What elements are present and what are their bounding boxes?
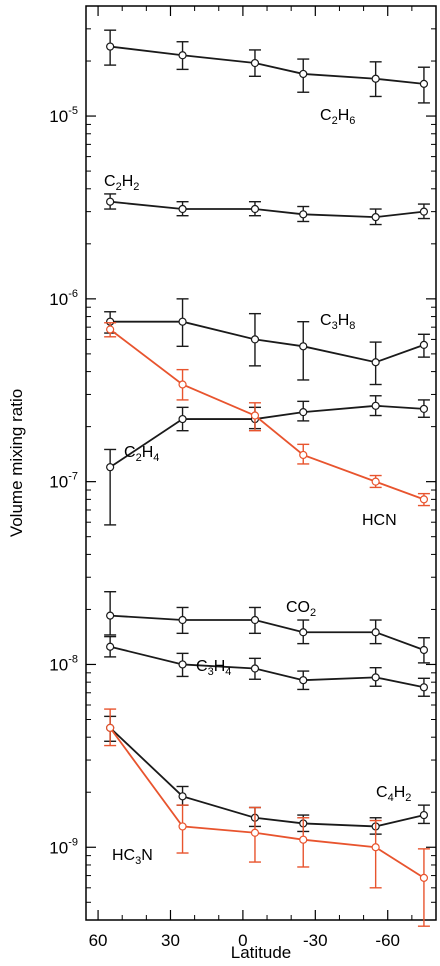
data-point [371, 843, 380, 852]
series-line [109, 727, 425, 828]
data-point [106, 197, 115, 206]
x-tick-label: -60 [375, 931, 400, 950]
axis-labels: 60 30 0 -30 -60 10-5 10-6 10-7 10-8 10-9 [49, 105, 400, 950]
series-c3h4: C3H4 [104, 635, 430, 697]
data-point [250, 828, 260, 837]
series-label: CO2 [286, 599, 316, 619]
data-point [250, 335, 260, 344]
data-point [371, 213, 380, 222]
data-point [419, 683, 429, 692]
series-line [110, 45, 425, 85]
data-point [299, 408, 308, 417]
data-point [419, 404, 429, 414]
data-point [299, 210, 308, 219]
data-point [419, 207, 429, 216]
y-axis-title: Volume mixing ratio [7, 389, 26, 537]
x-tick-label: -30 [303, 931, 328, 950]
data-point [299, 835, 308, 844]
series-label: C2H2 [104, 173, 139, 193]
data-point [299, 342, 308, 351]
data-point [299, 676, 308, 685]
series-co2: CO2 [104, 591, 430, 664]
series-label: C4H2 [376, 784, 411, 804]
data-point [106, 42, 115, 51]
data-point [371, 74, 380, 83]
series-line [109, 404, 424, 468]
series-c2h4: C2H4 [104, 395, 430, 526]
data-point [178, 414, 187, 424]
series-line [109, 727, 425, 879]
series-layer: C2H6 C2H2 C3H8 C2H4 HCN CO2 C3H4 C4H2 HC3N [104, 29, 430, 927]
series-c4h2: C4H2 [104, 715, 430, 835]
data-point [371, 358, 380, 367]
data-point [178, 615, 187, 625]
data-point [250, 664, 260, 673]
data-point [178, 204, 187, 214]
data-point [419, 810, 429, 820]
series-label: C3H8 [320, 312, 355, 332]
y-tick-label: 10-8 [49, 653, 78, 674]
series-label: C3H4 [196, 658, 231, 678]
data-point [371, 673, 380, 682]
plot-frame [85, 5, 437, 921]
data-point [106, 463, 115, 472]
data-point [178, 660, 187, 669]
plot-border [85, 5, 437, 921]
axis-ticks [86, 5, 436, 921]
data-point [178, 51, 187, 60]
data-point [371, 628, 380, 637]
series-line [110, 320, 425, 364]
data-point [419, 645, 429, 655]
x-axis-title: Latitude [231, 943, 292, 962]
series-label: C2H6 [320, 107, 355, 127]
data-point [299, 450, 308, 460]
data-point [250, 411, 260, 420]
data-point [250, 615, 260, 625]
data-point [178, 380, 187, 389]
data-point [419, 495, 429, 504]
data-point [419, 873, 429, 882]
x-tick-label: 0 [238, 931, 247, 950]
y-tick-label: 10-9 [49, 836, 78, 857]
data-point [299, 628, 308, 637]
data-point [299, 69, 308, 79]
series-line [109, 645, 425, 689]
series-hc3n: HC3N [104, 708, 430, 927]
data-point [250, 204, 260, 214]
series-c2h6: C2H6 [104, 29, 430, 127]
data-point [178, 317, 187, 326]
series-label: HC3N [112, 847, 153, 867]
series-c2h2: C2H2 [104, 173, 430, 226]
data-point [178, 792, 187, 801]
series-hcn: HCN [104, 322, 430, 529]
series-line [110, 614, 425, 651]
data-point [419, 79, 429, 88]
series-label: HCN [362, 512, 397, 529]
data-point [106, 325, 115, 334]
series-line [109, 328, 425, 501]
y-tick-label: 10-7 [49, 471, 78, 492]
series-label: C2H4 [124, 444, 159, 464]
data-point [106, 642, 115, 651]
data-point [371, 477, 380, 486]
x-tick-label: 30 [161, 931, 180, 950]
series-c3h8: C3H8 [104, 298, 430, 386]
y-tick-label: 10-6 [49, 288, 78, 309]
y-tick-label: 10-5 [49, 105, 78, 126]
data-point [106, 723, 115, 732]
data-point [106, 611, 115, 620]
data-point [419, 340, 429, 349]
series-line [110, 200, 425, 219]
data-point [371, 401, 380, 410]
data-point [178, 822, 187, 831]
data-point [250, 58, 260, 68]
x-tick-label: 60 [89, 931, 108, 950]
